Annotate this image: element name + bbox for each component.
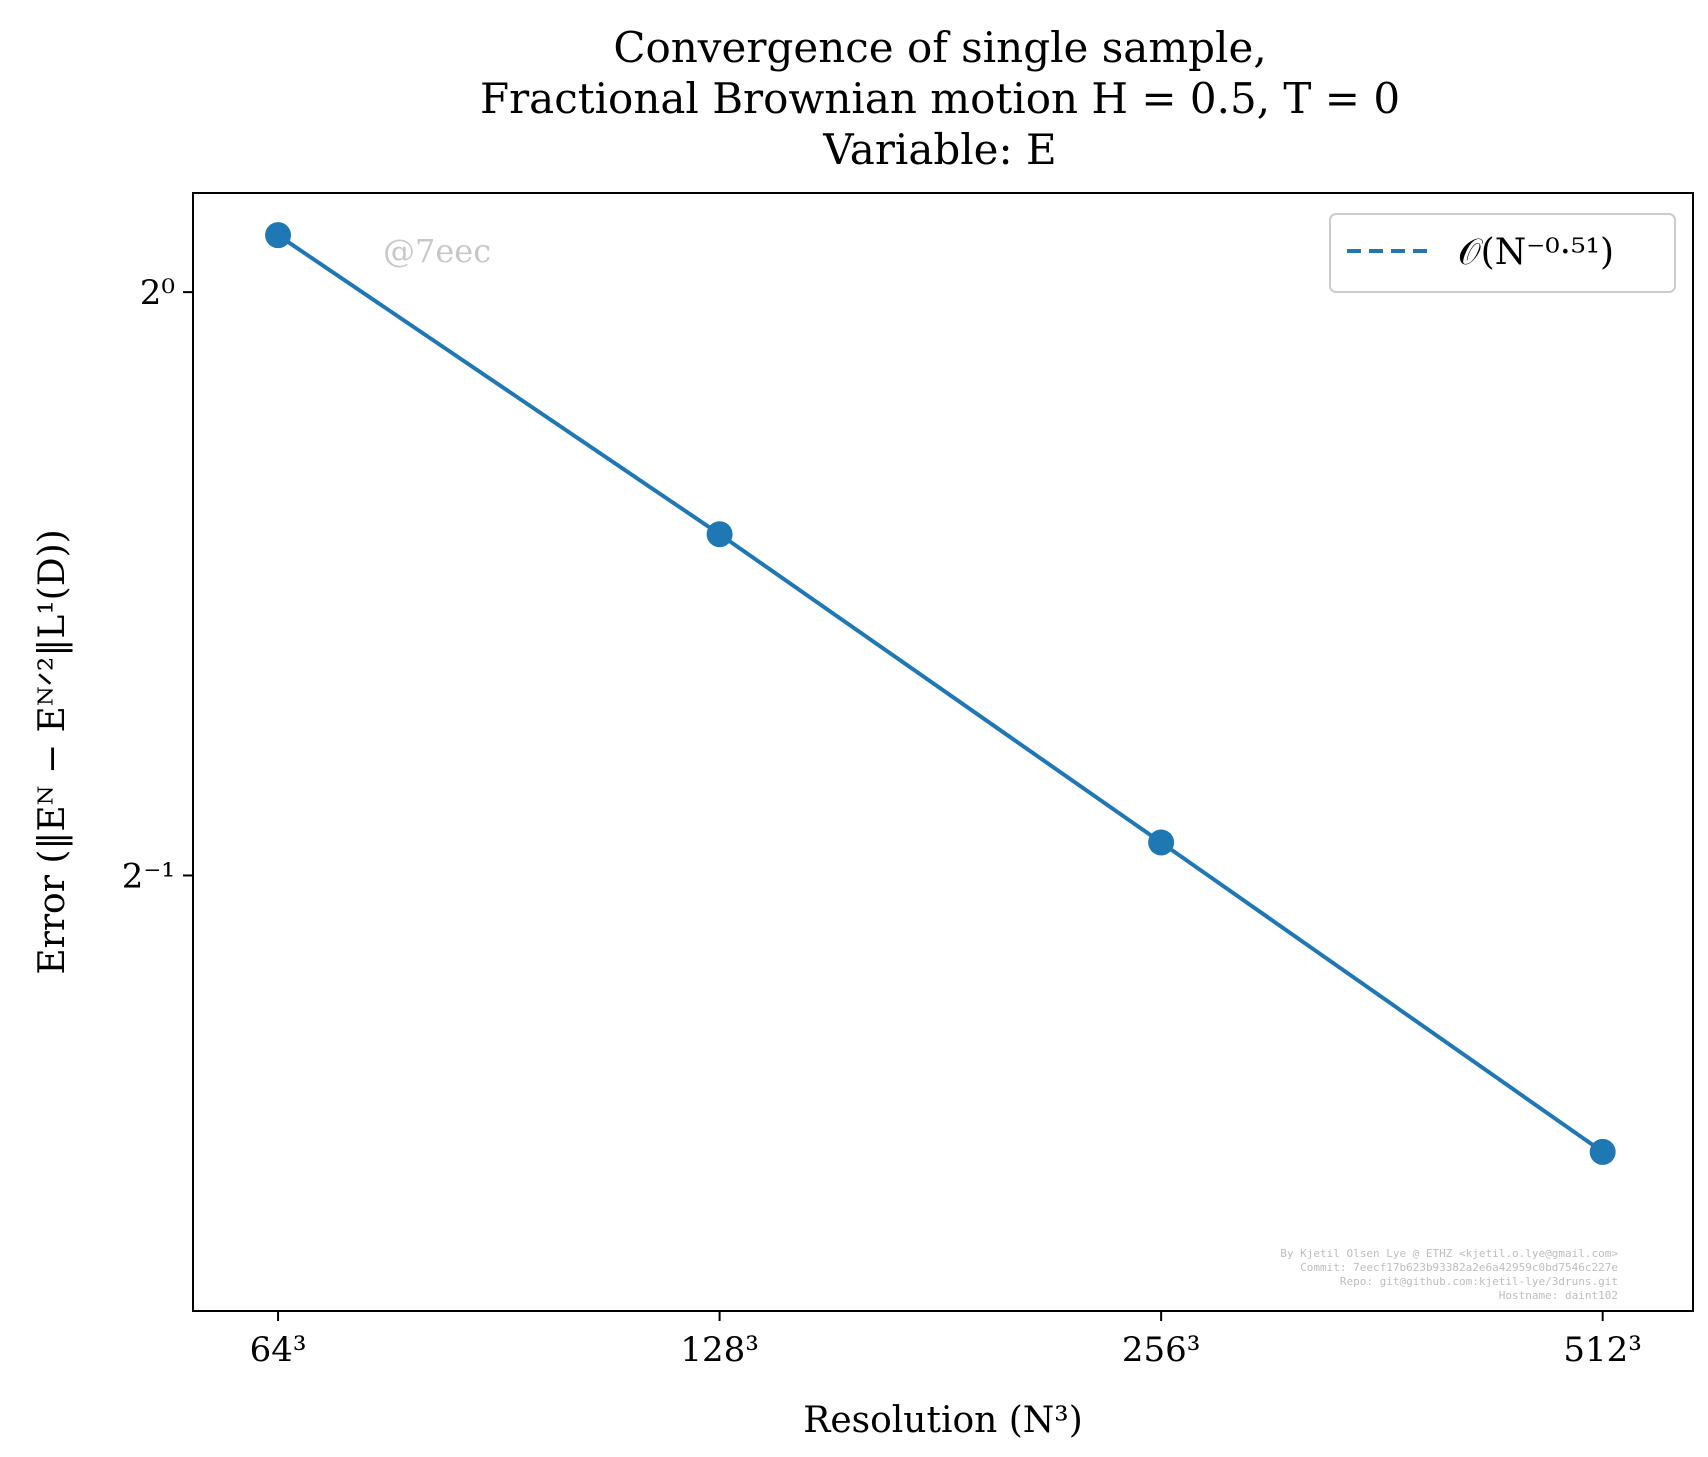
- legend-series-label: 𝒪(N⁻⁰·⁵¹): [1458, 232, 1614, 273]
- legend-box: [1329, 213, 1676, 293]
- chart-title-line-3: Variable: E: [822, 125, 1056, 174]
- data-point: [706, 521, 733, 548]
- data-point: [1589, 1138, 1616, 1165]
- x-tick-label: 128³: [680, 1330, 759, 1370]
- data-point: [1148, 829, 1175, 856]
- plot-area-frame: [192, 192, 1694, 1312]
- y-axis-ticks: 2⁰ 2⁻¹: [122, 273, 193, 896]
- y-tick-label: 2⁰: [140, 273, 175, 313]
- watermark-text: @7eec: [383, 232, 491, 270]
- x-tick-label: 64³: [250, 1330, 307, 1370]
- x-axis-label: Resolution (N³): [803, 1400, 1083, 1441]
- x-axis-ticks: 64³ 128³ 256³ 512³: [250, 1311, 1642, 1370]
- legend: 𝒪(N⁻⁰·⁵¹): [1329, 213, 1676, 293]
- chart-title-line-2: Fractional Brownian motion H = 0.5, T = …: [480, 74, 1400, 123]
- x-tick-label: 256³: [1122, 1330, 1201, 1370]
- chart-title-line-1: Convergence of single sample,: [613, 23, 1266, 72]
- metadata-line-repo: Repo: git@github.com:kjetil-lye/3druns.g…: [1340, 1275, 1618, 1288]
- metadata-line-author: By Kjetil Olsen Lye @ ETHZ <kjetil.o.lye…: [1280, 1247, 1618, 1260]
- data-point: [265, 222, 292, 249]
- metadata-block: By Kjetil Olsen Lye @ ETHZ <kjetil.o.lye…: [1280, 1247, 1618, 1302]
- metadata-line-host: Hostname: daint102: [1499, 1289, 1618, 1302]
- y-axis-label: Error (‖Eᴺ − Eᴺᐟ²‖L¹(D)): [32, 529, 73, 974]
- x-tick-label: 512³: [1563, 1330, 1642, 1370]
- series-line: [276, 233, 1604, 1154]
- metadata-line-commit: Commit: 7eecf17b623b93382a2e6a42959c0bd7…: [1300, 1261, 1618, 1274]
- y-tick-label: 2⁻¹: [122, 856, 175, 896]
- series-layer: [265, 222, 1616, 1165]
